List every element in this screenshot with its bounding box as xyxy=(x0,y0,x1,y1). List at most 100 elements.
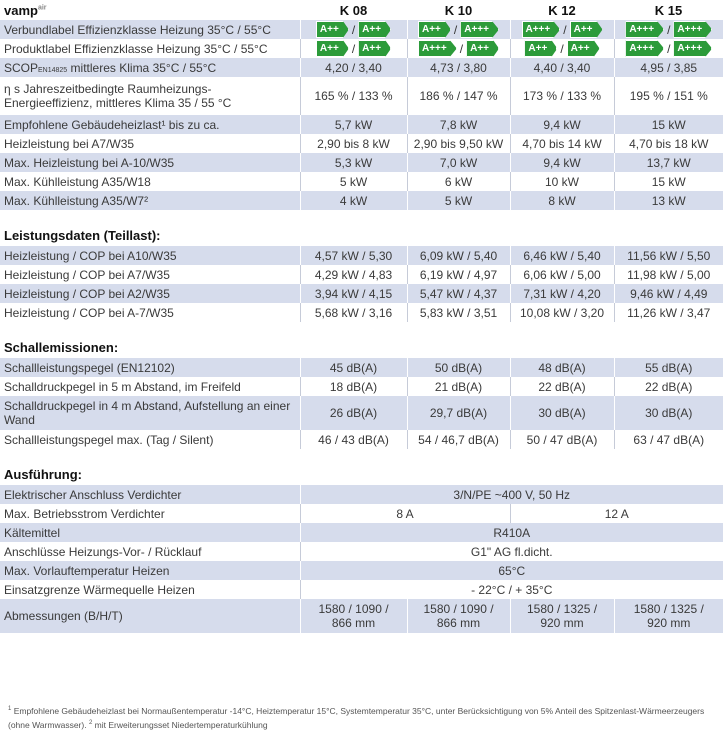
energy-class-badge: A++ xyxy=(466,40,499,57)
row-label: Elektrischer Anschluss Verdichter xyxy=(0,485,300,504)
table-row: Elektrischer Anschluss Verdichter 3/N/PE… xyxy=(0,485,723,504)
row-value: 4,29 kW / 4,83 xyxy=(299,265,407,284)
row-value: A++ / A++ xyxy=(509,39,614,58)
row-value: 5,68 kW / 3,16 xyxy=(299,303,407,322)
energy-class-badge: A++ xyxy=(524,40,558,57)
separator: / xyxy=(459,41,464,56)
section-title-row: Ausführung: xyxy=(0,449,723,485)
row-label: Empfohlene Gebäudeheizlast¹ bis zu ca. xyxy=(0,115,300,134)
model-header: K 12 xyxy=(510,0,614,20)
row-value: A++ / A++ xyxy=(299,20,407,39)
row-label: SCOPEN14825 mittleres Klima 35°C / 55°C xyxy=(0,58,300,77)
energy-class-badge: A++ xyxy=(315,21,349,38)
row-label: Max. Kühlleistung A35/W7² xyxy=(0,191,300,210)
row-value: 186 % / 147 % xyxy=(406,77,510,115)
energy-label-pair: A++ / A++ xyxy=(305,40,403,57)
row-value: 46 / 43 dB(A) xyxy=(299,430,407,449)
table-row: Empfohlene Gebäudeheizlast¹ bis zu ca. 5,… xyxy=(0,115,723,134)
separator: / xyxy=(351,22,356,37)
table-row: Heizleistung bei A7/W35 2,90 bis 8 kW 2,90… xyxy=(0,134,723,153)
row-value: - 22°C / + 35°C xyxy=(299,580,723,599)
row-value: G1" AG fl.dicht. xyxy=(299,542,723,561)
row-value: 1580 / 1090 /866 mm xyxy=(406,599,510,633)
table-row: Max. Kühlleistung A35/W7² 4 kW 5 kW 8 kW 13 … xyxy=(0,191,723,210)
energy-label-pair: A+++ / A++ xyxy=(412,40,506,57)
dimension-line: 866 mm xyxy=(436,616,481,630)
row-value: R410A xyxy=(299,523,723,542)
row-label: Heizleistung / COP bei A7/W35 xyxy=(0,265,300,284)
model-header: K 08 xyxy=(300,0,407,20)
table-row: SCOPEN14825 mittleres Klima 35°C / 55°C 4… xyxy=(0,58,723,77)
energy-label-pair: A+++ / A+++ xyxy=(619,40,720,57)
row-value: 48 dB(A) xyxy=(509,358,614,377)
row-label: Max. Betriebsstrom Verdichter xyxy=(0,504,300,523)
row-value: 7,31 kW / 4,20 xyxy=(509,284,614,303)
row-value: 45 dB(A) xyxy=(299,358,407,377)
footnote-text: Empfohlene Gebäudeheizlast bei Normaußen… xyxy=(8,705,705,730)
row-value: 4,70 bis 18 kW xyxy=(613,134,723,153)
row-value: 50 / 47 dB(A) xyxy=(509,430,614,449)
dimension-line: 866 mm xyxy=(331,616,376,630)
row-label-norm: EN14825 xyxy=(38,66,68,74)
table-row: Verbundlabel Effizienzklasse Heizung 35°… xyxy=(0,20,723,39)
footnote-marker: 1 xyxy=(8,706,12,712)
row-label-rest: mittleres Klima 35°C / 55°C xyxy=(67,60,217,75)
row-label: Heizleistung / COP bei A10/W35 xyxy=(0,246,300,265)
dimension-line: 920 mm xyxy=(647,616,691,630)
row-value: 55 dB(A) xyxy=(613,358,723,377)
row-label: Schalldruckpegel in 5 m Abstand, im Frei… xyxy=(0,377,300,396)
energy-label-pair: A++ / A++ xyxy=(305,21,403,38)
row-label: Schalldruckpegel in 4 m Abstand, Aufstel… xyxy=(0,396,300,430)
separator: / xyxy=(563,22,567,37)
row-value: 2,90 bis 8 kW xyxy=(299,134,407,153)
row-value: A+++ / A+++ xyxy=(613,39,723,58)
row-value: 6,46 kW / 5,40 xyxy=(509,246,614,265)
table-row: Schalldruckpegel in 4 m Abstand, Aufstel… xyxy=(0,396,723,430)
separator: / xyxy=(351,41,356,56)
row-label: Einsatzgrenze Wärmequelle Heizen xyxy=(0,580,300,599)
table-row: Max. Betriebsstrom Verdichter 8 A 12 A xyxy=(0,504,723,523)
dimension-line: 1580 / 1325 / xyxy=(526,602,598,616)
row-label: Anschlüsse Heizungs-Vor- / Rücklauf xyxy=(0,542,300,561)
energy-class-badge: A+++ xyxy=(625,40,665,57)
row-value: A+++ / A++ xyxy=(406,39,510,58)
row-value: 6,19 kW / 4,97 xyxy=(406,265,510,284)
separator: / xyxy=(560,41,564,56)
table-row: Anschlüsse Heizungs-Vor- / Rücklauf G1" … xyxy=(0,542,723,561)
energy-class-badge: A++ xyxy=(358,40,392,57)
row-value: 7,0 kW xyxy=(406,153,510,172)
row-value: 63 / 47 dB(A) xyxy=(613,430,723,449)
table-row: Max. Heizleistung bei A-10/W35 5,3 kW 7,0 … xyxy=(0,153,723,172)
row-value: 165 % / 133 % xyxy=(299,77,407,115)
row-value: 10,08 kW / 3,20 xyxy=(509,303,614,322)
row-value: 15 kW xyxy=(613,115,723,134)
dimension-line: 1580 / 1325 / xyxy=(633,602,704,616)
row-value: 5 kW xyxy=(299,172,407,191)
table-row: Heizleistung / COP bei A2/W35 3,94 kW / 4… xyxy=(0,284,723,303)
separator: / xyxy=(453,22,458,37)
energy-label-pair: A++ / A+++ xyxy=(412,21,506,38)
row-value: 11,56 kW / 5,50 xyxy=(613,246,723,265)
row-value: 5,83 kW / 3,51 xyxy=(406,303,510,322)
row-value: 21 dB(A) xyxy=(406,377,510,396)
row-value: 54 / 46,7 dB(A) xyxy=(406,430,510,449)
energy-class-badge: A++ xyxy=(569,21,603,38)
row-value: 5,7 kW xyxy=(299,115,407,134)
energy-class-badge: A++ xyxy=(418,21,451,38)
leistung-section: Leistungsdaten (Teillast): Heizleistung /… xyxy=(0,210,723,322)
model-header: K 15 xyxy=(614,0,723,20)
table-row: Heizleistung / COP bei A10/W35 4,57 kW / … xyxy=(0,246,723,265)
energy-class-badge: A++ xyxy=(566,40,600,57)
row-label: Schallleistungspegel max. (Tag / Silent) xyxy=(0,430,300,449)
row-label: Produktlabel Effizienzklasse Heizung 35°… xyxy=(0,39,300,58)
table-row: Kältemittel R410A xyxy=(0,523,723,542)
section-title: Leistungsdaten (Teillast): xyxy=(4,227,161,243)
footnote-marker: 2 xyxy=(88,719,93,726)
table-row: Heizleistung / COP bei A-7/W35 5,68 kW / … xyxy=(0,303,723,322)
row-value: 11,26 kW / 3,47 xyxy=(613,303,723,322)
table-row: Max. Kühlleistung A35/W18 5 kW 6 kW 10 kW 15… xyxy=(0,172,723,191)
row-label-main: SCOP xyxy=(4,60,39,75)
row-value: A++ / A++ xyxy=(299,39,407,58)
dimension-line: 1580 / 1090 / xyxy=(318,602,389,616)
row-label: η s Jahreszeitbedingte Raumheizungs-Ener… xyxy=(0,77,300,115)
